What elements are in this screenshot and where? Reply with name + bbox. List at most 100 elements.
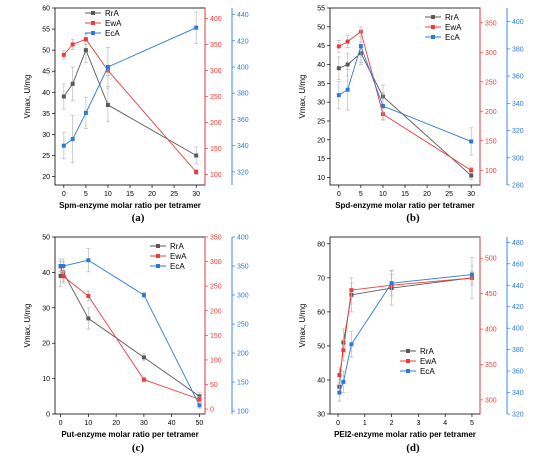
data-point-RrA bbox=[105, 102, 110, 107]
y3-tick-label: 340 bbox=[237, 143, 249, 150]
x-tick-label: 4 bbox=[443, 420, 447, 427]
x-tick-label: 40 bbox=[168, 420, 176, 427]
legend-marker-EwA bbox=[156, 254, 160, 258]
legend-marker-RrA bbox=[156, 244, 160, 248]
y-axis-label: Vmax, U/mg bbox=[23, 74, 32, 118]
data-point-EwA bbox=[61, 52, 66, 57]
y3-tick-label: 380 bbox=[237, 91, 249, 98]
y-tick-label: 0 bbox=[46, 412, 50, 419]
x-axis-label: Put-enzyme molar ratio per tetramer bbox=[61, 430, 198, 439]
y2-tick-label: 300 bbox=[210, 259, 222, 266]
x-tick-label: 15 bbox=[401, 191, 409, 198]
data-point-EwA bbox=[83, 37, 88, 42]
data-point-EcA bbox=[105, 65, 110, 69]
y2-tick-label: 100 bbox=[210, 172, 222, 179]
y-tick-label: 35 bbox=[317, 81, 325, 88]
y3-tick-label: 100 bbox=[237, 409, 249, 416]
legend-label-EwA: EwA bbox=[170, 252, 187, 261]
y-axis-label: Vmax, U/mg bbox=[298, 303, 307, 347]
legend-marker-EwA bbox=[431, 25, 435, 29]
y3-tick-label: 440 bbox=[237, 12, 249, 19]
data-point-RrA bbox=[469, 173, 474, 178]
y-tick-label: 35 bbox=[42, 111, 50, 118]
y-axis-label: Vmax, U/mg bbox=[298, 74, 307, 118]
y-tick-label: 70 bbox=[317, 275, 325, 282]
legend-label-EcA: EcA bbox=[445, 33, 460, 42]
y2-tick-label: 300 bbox=[210, 68, 222, 75]
y3-tick-label: 440 bbox=[512, 283, 524, 290]
y-tick-label: 45 bbox=[42, 69, 50, 76]
legend-label-EwA: EwA bbox=[445, 23, 462, 32]
data-point-EcA bbox=[389, 281, 394, 286]
y2-tick-label: 200 bbox=[485, 109, 497, 116]
data-point-EcA bbox=[341, 379, 346, 384]
y2-tick-label: 250 bbox=[210, 94, 222, 101]
data-point-EcA bbox=[469, 272, 474, 277]
y-tick-label: 40 bbox=[42, 270, 50, 277]
x-tick-label: 20 bbox=[112, 420, 120, 427]
y-tick-label: 45 bbox=[317, 43, 325, 50]
y-tick-label: 20 bbox=[317, 137, 325, 144]
x-tick-label: 2 bbox=[390, 420, 394, 427]
y2-tick-label: 0 bbox=[210, 407, 214, 414]
y3-tick-label: 480 bbox=[512, 240, 524, 247]
y2-tick-label: 500 bbox=[485, 256, 497, 263]
x-tick-label: 10 bbox=[84, 420, 92, 427]
y3-tick-label: 360 bbox=[512, 369, 524, 376]
y2-tick-label: 300 bbox=[485, 50, 497, 57]
chart-b: 0 5 10 15 20 25 30 Spd-enzyme molar ratio per t… bbox=[298, 6, 524, 211]
data-point-EwA bbox=[349, 288, 354, 293]
y-tick-label: 60 bbox=[42, 6, 50, 13]
legend-marker-RrA bbox=[406, 349, 410, 353]
data-point-EcA bbox=[336, 93, 341, 98]
y3-tick-label: 400 bbox=[237, 235, 249, 242]
y-tick-label: 80 bbox=[317, 241, 325, 248]
y-tick-label: 15 bbox=[317, 156, 325, 163]
y3-tick-label: 420 bbox=[512, 304, 524, 311]
legend-label-RrA: RrA bbox=[420, 347, 434, 356]
x-axis-label: PEI2-enzyme molar ratio per tetramer bbox=[334, 430, 476, 439]
y-tick-label: 40 bbox=[42, 90, 50, 97]
data-point-EcA bbox=[86, 258, 91, 263]
y-axis-label: Vmax, U/mg bbox=[23, 303, 32, 347]
y3-tick-label: 400 bbox=[237, 65, 249, 72]
data-point-EcA bbox=[380, 104, 385, 109]
data-point-EcA bbox=[358, 44, 363, 49]
legend-marker-RrA bbox=[431, 15, 435, 19]
y2-tick-label: 350 bbox=[210, 235, 222, 242]
legend-label-EcA: EcA bbox=[420, 367, 435, 376]
y3-tick-label: 320 bbox=[512, 412, 524, 419]
x-tick-label: 30 bbox=[140, 420, 148, 427]
data-point-EcA bbox=[61, 143, 66, 148]
y3-tick-label: 400 bbox=[512, 19, 524, 26]
data-point-RrA bbox=[141, 355, 146, 360]
y2-tick-label: 150 bbox=[210, 333, 222, 340]
y3-tick-label: 400 bbox=[512, 326, 524, 333]
chart-c: 0 10 20 30 40 50 Put-enzyme molar ratio per te… bbox=[23, 235, 249, 440]
y-tick-label: 20 bbox=[42, 174, 50, 181]
data-point-EcA bbox=[469, 139, 474, 144]
caption-d: (d) bbox=[406, 442, 420, 454]
caption-a: (a) bbox=[131, 212, 145, 224]
data-point-EcA bbox=[70, 137, 75, 142]
plot-frame bbox=[329, 236, 481, 415]
data-point-RrA bbox=[336, 66, 341, 71]
x-tick-label: 50 bbox=[196, 420, 204, 427]
y2-tick-label: 150 bbox=[210, 146, 222, 153]
data-point-EwA bbox=[141, 377, 146, 382]
y3-tick-label: 250 bbox=[237, 322, 249, 329]
y3-tick-label: 380 bbox=[512, 46, 524, 53]
y2-tick-label: 250 bbox=[485, 79, 497, 86]
chart-d: 0 1 2 3 4 5 PEI2-enzyme molar ratio per tetram… bbox=[298, 236, 524, 439]
legend-label-RrA: RrA bbox=[105, 9, 119, 18]
x-tick-label: 25 bbox=[170, 191, 178, 198]
y3-tick-label: 150 bbox=[237, 380, 249, 387]
legend-marker-EcA bbox=[406, 369, 410, 373]
y-tick-label: 25 bbox=[42, 153, 50, 160]
x-tick-label: 1 bbox=[363, 420, 367, 427]
data-point-RrA bbox=[70, 81, 75, 86]
legend-label-RrA: RrA bbox=[445, 13, 459, 22]
x-tick-label: 20 bbox=[148, 191, 156, 198]
x-tick-label: 0 bbox=[59, 420, 63, 427]
y-tick-label: 10 bbox=[317, 175, 325, 182]
